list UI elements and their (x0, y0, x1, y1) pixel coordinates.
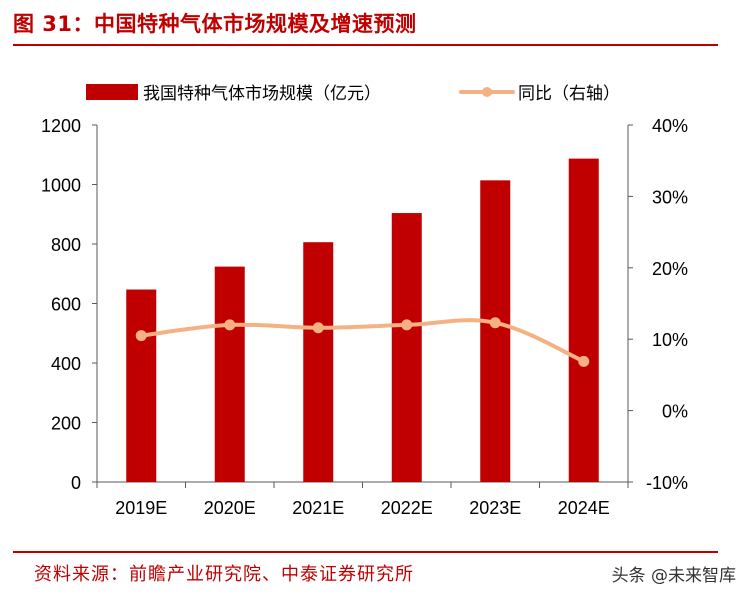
legend-bar-swatch (86, 84, 138, 100)
left-tick-label: 1200 (41, 116, 81, 136)
yoy-line (139, 318, 586, 364)
bar (568, 158, 599, 482)
watermark: 头条 @未来智库 (611, 566, 736, 586)
left-tick-label: 600 (51, 295, 81, 315)
right-tick-label: -10% (646, 473, 688, 493)
yoy-point (135, 330, 147, 342)
x-tick-label: 2021E (292, 498, 344, 518)
left-tick-label: 800 (51, 235, 81, 255)
right-tick-label: 30% (652, 187, 688, 207)
x-tick-label: 2023E (469, 498, 521, 518)
x-tick-label: 2024E (558, 498, 610, 518)
source-rule (13, 551, 718, 553)
right-tick-label: 20% (652, 259, 688, 279)
legend: 我国特种气体市场规模（亿元） 同比（右轴） (86, 84, 620, 104)
yoy-point (224, 319, 236, 331)
legend-line-label: 同比（右轴） (518, 84, 620, 104)
legend-line-marker (482, 87, 492, 97)
title-rule (13, 44, 718, 46)
line-series (135, 317, 590, 367)
right-tick-label: 10% (652, 330, 688, 350)
figure-title: 图 31：中国特种气体市场规模及增速预测 (13, 12, 417, 36)
bar (214, 266, 245, 482)
yoy-point (401, 319, 413, 331)
left-tick-label: 200 (51, 414, 81, 434)
left-tick-label: 1000 (41, 176, 81, 196)
bar (126, 289, 157, 482)
x-tick-label: 2022E (381, 498, 433, 518)
bar (303, 242, 334, 482)
bar (480, 180, 511, 482)
source-note: 资料来源：前瞻产业研究院、中泰证券研究所 (34, 564, 414, 585)
legend-bar-label: 我国特种气体市场规模（亿元） (143, 84, 381, 104)
x-tick-label: 2019E (115, 498, 167, 518)
right-tick-label: 0% (662, 402, 688, 422)
left-tick-label: 0 (71, 473, 81, 493)
axes: 0 200 400 600 800 1000 1200 -10% 0% 10% 20% 30% 40% 2… (41, 116, 688, 518)
x-tick-label: 2020E (204, 498, 256, 518)
yoy-point (312, 322, 324, 334)
bar (391, 213, 422, 482)
right-tick-label: 40% (652, 116, 688, 136)
yoy-point (578, 355, 590, 367)
yoy-point (489, 317, 501, 329)
left-tick-label: 400 (51, 354, 81, 374)
bars (126, 158, 599, 482)
